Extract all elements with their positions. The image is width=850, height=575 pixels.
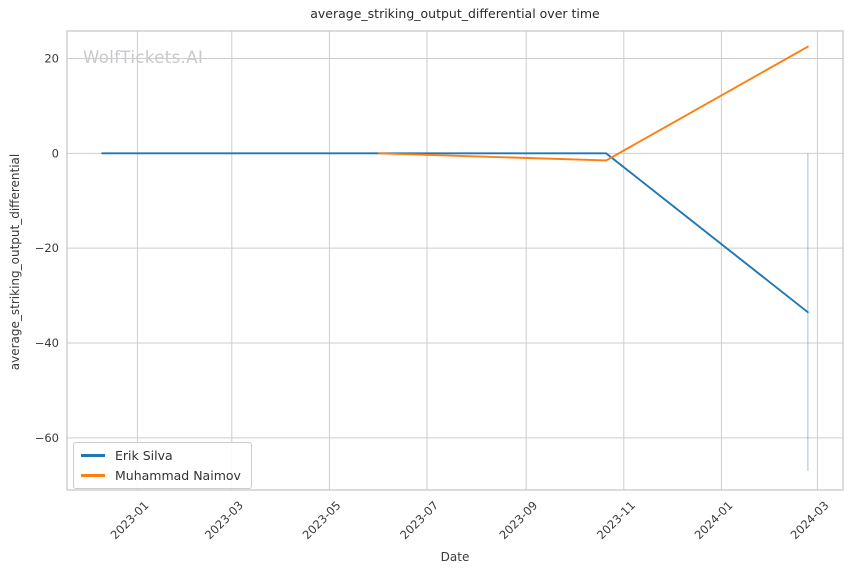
- x-tick-label: 2023-07: [397, 498, 441, 542]
- legend-line-swatch-blue: [81, 454, 105, 457]
- y-axis-label: average_striking_output_differential: [8, 153, 22, 371]
- legend-label: Erik Silva: [115, 448, 173, 463]
- legend-item-erik-silva: Erik Silva: [81, 448, 241, 463]
- x-tick-label: 2023-11: [594, 498, 638, 542]
- plot-border: [66, 30, 844, 491]
- chart-title: average_striking_output_differential ove…: [310, 6, 600, 21]
- y-tick-label: −60: [35, 431, 59, 445]
- y-tick-label: −20: [35, 241, 59, 255]
- y-tick-label: 20: [44, 52, 59, 66]
- x-tick-label: 2023-09: [496, 498, 540, 542]
- y-tick-label: 0: [52, 146, 59, 160]
- y-tick-label: −40: [35, 336, 59, 350]
- x-tick-label: 2023-01: [108, 498, 152, 542]
- legend: Erik Silva Muhammad Naimov: [73, 442, 252, 489]
- legend-label: Muhammad Naimov: [115, 468, 241, 483]
- legend-item-muhammad-naimov: Muhammad Naimov: [81, 468, 241, 483]
- x-tick-label: 2023-03: [202, 498, 246, 542]
- x-tick-label: 2024-03: [788, 498, 832, 542]
- x-axis-label: Date: [440, 550, 470, 564]
- legend-line-swatch-orange: [81, 474, 105, 477]
- series-line-muhammad-naimov: [378, 45, 809, 162]
- x-tick-label: 2024-01: [692, 498, 736, 542]
- x-tick-label: 2023-05: [300, 498, 344, 542]
- watermark: WolfTickets.AI: [83, 48, 204, 67]
- series-line-erik-silva: [101, 152, 809, 314]
